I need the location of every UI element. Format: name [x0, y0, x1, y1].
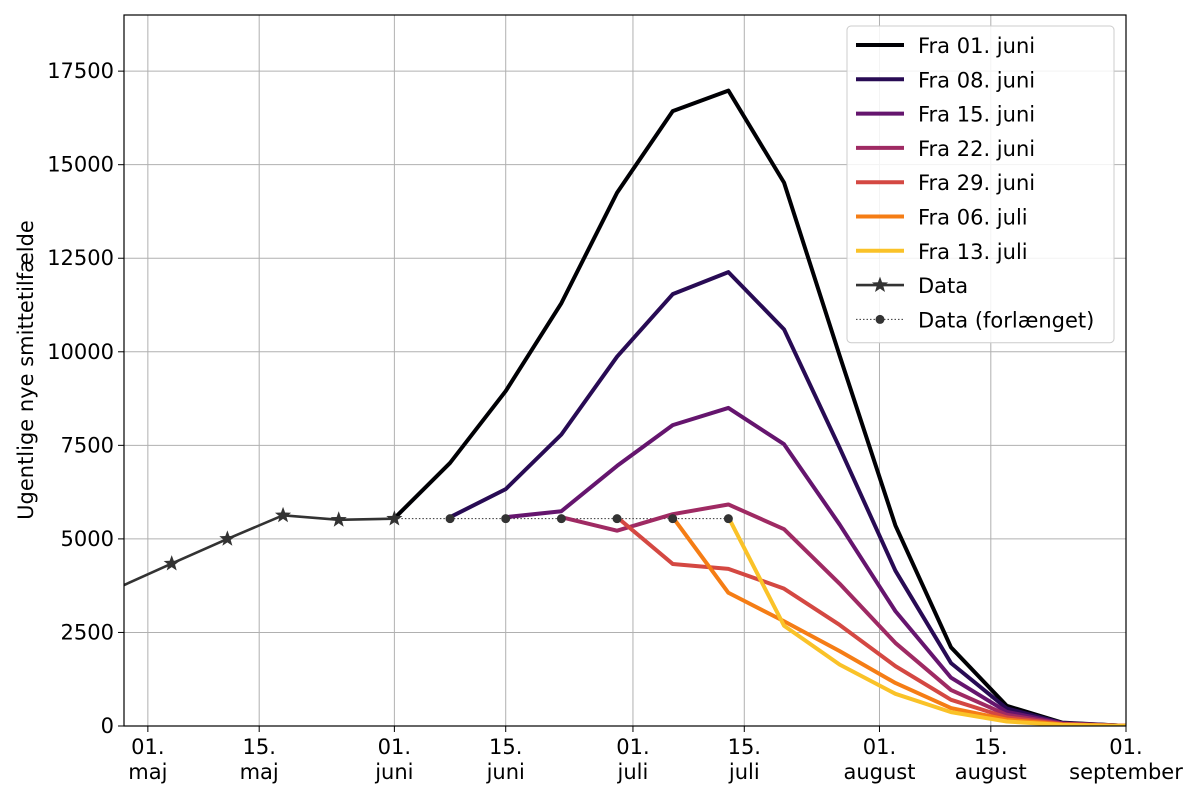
x-tick-label: juni	[374, 760, 413, 784]
x-tick-label: 15.	[242, 735, 275, 759]
data-point-star	[274, 506, 292, 523]
series-line-3	[505, 405, 1126, 726]
y-tick-label: 5000	[61, 527, 114, 551]
y-tick-label: 10000	[47, 340, 114, 364]
x-tick-label: august	[955, 760, 1027, 784]
data-point-star	[163, 555, 180, 571]
x-tick-label: maj	[240, 760, 279, 784]
data-point-star	[330, 511, 347, 527]
legend-label-2: Fra 08. juni	[918, 68, 1035, 92]
x-tick-label: 01.	[378, 735, 411, 759]
axes: 02500500075001000012500150001750001.maj1…	[47, 59, 1183, 784]
data-extended-point	[445, 514, 455, 524]
y-tick-label: 7500	[61, 433, 114, 457]
y-tick-label: 17500	[47, 59, 114, 83]
y-tick-label: 2500	[61, 620, 114, 644]
legend-star-icon	[871, 276, 889, 292]
x-tick-label: juli	[728, 760, 760, 784]
legend-label-data: Data	[918, 274, 968, 298]
x-tick-label: 01.	[1109, 735, 1142, 759]
x-tick-label: maj	[128, 760, 167, 784]
data-extended-point	[501, 514, 511, 524]
data-point-star	[219, 530, 236, 546]
x-tick-label: 01.	[863, 735, 896, 759]
x-tick-label: 01.	[131, 735, 164, 759]
legend-label-7: Fra 13. juli	[918, 240, 1028, 264]
y-tick-label: 0	[101, 714, 114, 738]
data-extended-point	[612, 514, 622, 524]
legend-label-4: Fra 22. juni	[918, 137, 1035, 161]
x-tick-label: 15.	[728, 735, 761, 759]
grid	[124, 15, 1127, 727]
plot-frame	[123, 14, 1127, 727]
legend-label-5: Fra 29. juni	[918, 171, 1035, 195]
data-point-star	[386, 510, 403, 526]
x-tick-label: 15.	[974, 735, 1007, 759]
legend-dot-icon	[875, 314, 885, 324]
x-tick-label: juni	[486, 760, 525, 784]
legend-label-3: Fra 15. juni	[918, 103, 1035, 127]
series-data-line	[124, 513, 395, 587]
series-line-7	[726, 516, 1126, 726]
series-line-6	[671, 516, 1126, 726]
y-tick-label: 12500	[47, 246, 114, 270]
legend-box	[846, 25, 1115, 344]
y-tick-label: 15000	[47, 153, 114, 177]
y-axis-label: Ugentlige nye smittetilfælde	[14, 220, 38, 520]
data-extended-point	[556, 514, 566, 524]
x-tick-label: 15.	[489, 735, 522, 759]
data-extended-point	[723, 514, 733, 524]
data-extended-point	[668, 514, 678, 524]
legend-label-6: Fra 06. juli	[918, 206, 1028, 230]
x-tick-label: september	[1069, 760, 1183, 784]
x-tick-label: 01.	[616, 735, 649, 759]
legend: Fra 01. juni Fra 08. juni Fra 15. juni Fra …	[846, 25, 1115, 344]
series-layer	[124, 88, 1126, 726]
legend-label-1: Fra 01. juni	[918, 34, 1035, 58]
series-line-4	[560, 502, 1126, 726]
x-tick-label: juli	[617, 760, 649, 784]
x-tick-label: august	[843, 760, 915, 784]
legend-label-data-extended: Data (forlænget)	[918, 308, 1094, 332]
